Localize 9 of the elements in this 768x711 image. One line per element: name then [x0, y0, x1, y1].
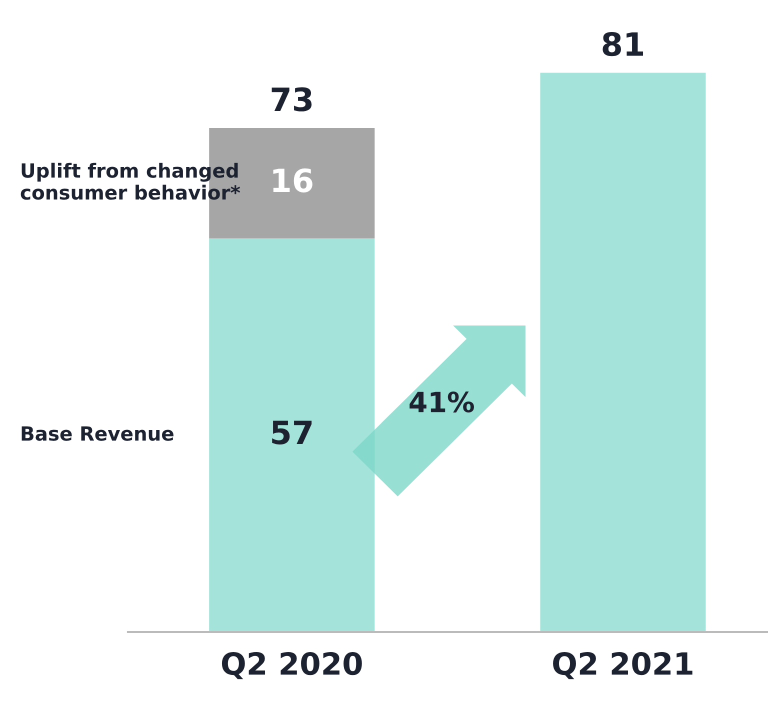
x-tick-label: Q2 2021: [553, 652, 692, 680]
data-label: 16: [273, 168, 312, 192]
data-label: 57: [272, 420, 312, 444]
series-label: Base Revenue: [22, 426, 174, 441]
x-tick-label: Q2 2020: [222, 652, 362, 680]
annotation: 41%: [410, 392, 474, 413]
total-label: 81: [602, 32, 644, 56]
series-label: Uplift from changed consumer behavior*: [20, 162, 240, 200]
total-label: 73: [272, 87, 312, 112]
